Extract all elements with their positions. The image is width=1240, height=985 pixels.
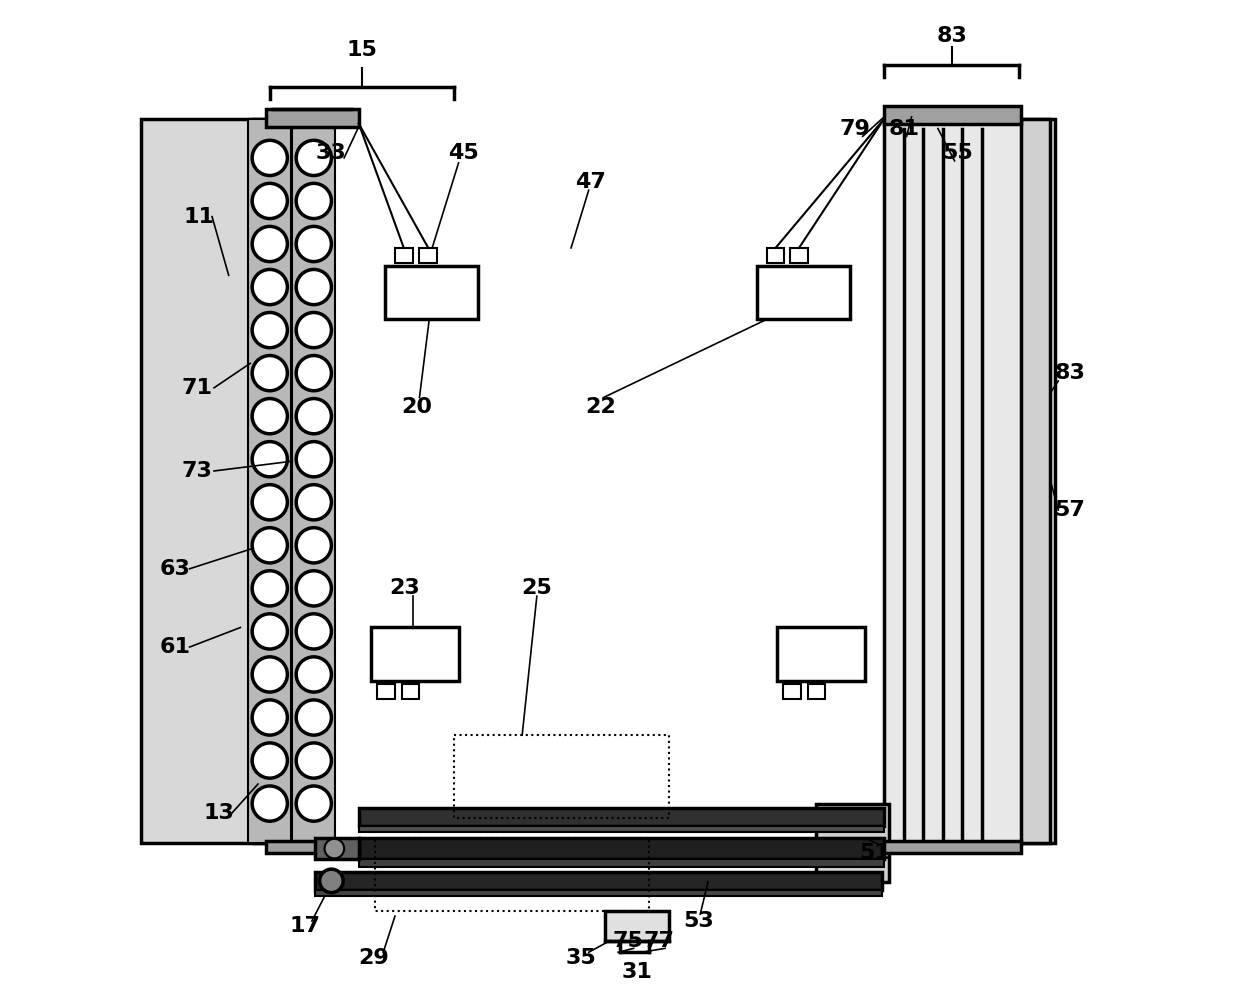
Text: 63: 63 xyxy=(160,558,190,579)
Bar xyxy=(358,826,884,832)
Text: 23: 23 xyxy=(389,578,420,598)
Text: 57: 57 xyxy=(1054,500,1085,520)
Bar xyxy=(402,685,419,699)
Circle shape xyxy=(296,140,331,175)
Bar xyxy=(265,841,358,852)
Circle shape xyxy=(296,183,331,219)
Bar xyxy=(816,838,884,852)
Text: 17: 17 xyxy=(289,916,320,936)
Text: 73: 73 xyxy=(182,461,213,481)
Circle shape xyxy=(252,570,288,606)
Text: 47: 47 xyxy=(575,172,606,192)
Bar xyxy=(776,627,864,682)
Circle shape xyxy=(296,700,331,735)
Bar xyxy=(784,685,801,699)
Text: 55: 55 xyxy=(942,143,973,164)
Bar xyxy=(248,119,291,843)
Text: 29: 29 xyxy=(358,949,389,968)
Text: 22: 22 xyxy=(585,397,616,418)
Bar xyxy=(396,248,413,263)
Bar xyxy=(756,266,849,319)
Circle shape xyxy=(252,657,288,692)
Circle shape xyxy=(252,312,288,348)
Bar xyxy=(358,838,884,859)
Bar xyxy=(315,872,882,889)
Circle shape xyxy=(296,399,331,433)
Bar xyxy=(371,627,459,682)
Text: 71: 71 xyxy=(182,378,213,398)
Circle shape xyxy=(296,743,331,778)
Bar xyxy=(790,248,807,263)
Bar xyxy=(884,119,1055,843)
Circle shape xyxy=(252,614,288,649)
Text: 25: 25 xyxy=(522,578,552,598)
Text: 20: 20 xyxy=(401,397,432,418)
Circle shape xyxy=(296,270,331,304)
Text: 77: 77 xyxy=(644,931,675,951)
Text: 13: 13 xyxy=(203,804,234,823)
Text: 11: 11 xyxy=(184,207,215,227)
Circle shape xyxy=(296,227,331,262)
Circle shape xyxy=(296,312,331,348)
Circle shape xyxy=(252,356,288,391)
Text: 61: 61 xyxy=(160,637,191,657)
Text: 81: 81 xyxy=(888,118,919,139)
Circle shape xyxy=(320,869,343,892)
Circle shape xyxy=(252,528,288,562)
Bar xyxy=(315,838,358,859)
Text: 51: 51 xyxy=(859,842,890,863)
Text: 35: 35 xyxy=(565,949,596,968)
Circle shape xyxy=(252,485,288,520)
Circle shape xyxy=(296,528,331,562)
Circle shape xyxy=(252,140,288,175)
Bar xyxy=(376,838,650,911)
Bar xyxy=(358,809,884,826)
Circle shape xyxy=(252,743,288,778)
Bar xyxy=(386,266,479,319)
Bar xyxy=(884,841,1021,852)
Circle shape xyxy=(252,786,288,821)
Circle shape xyxy=(296,441,331,477)
Text: 53: 53 xyxy=(683,911,714,931)
Bar xyxy=(454,735,668,819)
Text: 33: 33 xyxy=(316,143,347,164)
Circle shape xyxy=(296,570,331,606)
Bar xyxy=(140,119,268,843)
Circle shape xyxy=(252,183,288,219)
Circle shape xyxy=(252,270,288,304)
Text: 83: 83 xyxy=(936,26,967,45)
Text: 79: 79 xyxy=(839,118,870,139)
Bar xyxy=(816,804,889,882)
Text: 15: 15 xyxy=(346,40,377,60)
Circle shape xyxy=(252,441,288,477)
Text: 83: 83 xyxy=(1054,363,1085,383)
Bar xyxy=(766,248,785,263)
Text: 31: 31 xyxy=(621,961,652,982)
Bar xyxy=(419,248,436,263)
Circle shape xyxy=(296,614,331,649)
Bar xyxy=(358,859,884,867)
Circle shape xyxy=(296,356,331,391)
Circle shape xyxy=(252,227,288,262)
Circle shape xyxy=(325,839,345,858)
Circle shape xyxy=(296,485,331,520)
Bar xyxy=(253,119,283,843)
Bar xyxy=(1021,119,1050,843)
Bar xyxy=(807,685,826,699)
Text: 75: 75 xyxy=(613,931,644,951)
Circle shape xyxy=(296,657,331,692)
Bar xyxy=(605,911,668,941)
Text: 45: 45 xyxy=(448,143,479,164)
Bar xyxy=(377,685,396,699)
Bar xyxy=(884,106,1021,124)
Bar xyxy=(265,109,358,127)
Bar xyxy=(293,119,335,843)
Circle shape xyxy=(252,399,288,433)
Circle shape xyxy=(252,700,288,735)
Bar xyxy=(315,889,882,895)
Circle shape xyxy=(296,786,331,821)
